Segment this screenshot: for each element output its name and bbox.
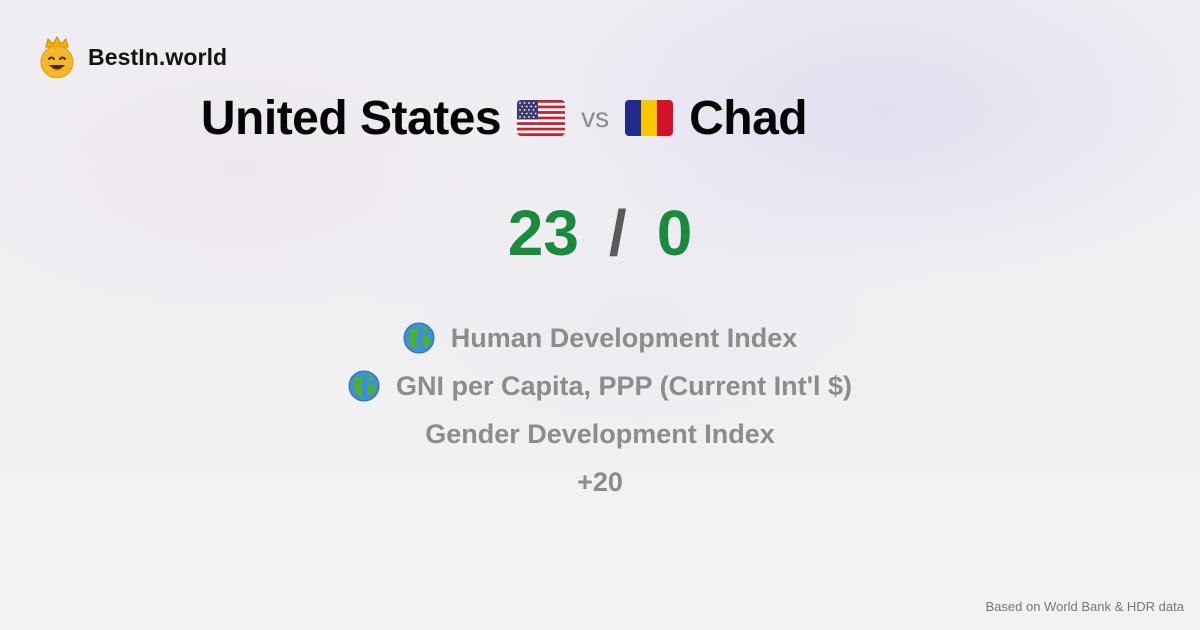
- globe-icon: [348, 370, 380, 402]
- metric-label: Human Development Index: [450, 322, 798, 353]
- vs-label: vs: [581, 102, 610, 133]
- metric-label: Gender Development Index: [425, 418, 775, 449]
- brand-name: BestIn.world: [88, 43, 228, 70]
- metrics-list: Human Development Index GNI per Capita, …: [0, 314, 1200, 506]
- metric-item[interactable]: Gender Development Index: [425, 410, 775, 458]
- crowned-smiley-icon: [38, 35, 76, 79]
- us-flag-icon: [517, 100, 566, 136]
- comparison-title: United States vs: [0, 86, 1200, 150]
- data-source-note: Based on World Bank & HDR data: [985, 599, 1184, 614]
- brand[interactable]: BestIn.world: [38, 35, 228, 79]
- score: 23 / 0: [0, 196, 1200, 270]
- chad-flag-icon: [625, 100, 674, 136]
- globe-icon: [403, 322, 435, 354]
- more-metrics-count[interactable]: +20: [577, 458, 623, 506]
- country-a-name[interactable]: United States: [200, 91, 502, 145]
- metric-item[interactable]: Human Development Index: [403, 314, 798, 362]
- score-b: 0: [656, 197, 693, 269]
- score-a: 23: [507, 197, 579, 269]
- score-separator: /: [608, 197, 627, 269]
- metric-item[interactable]: GNI per Capita, PPP (Current Int'l $): [348, 362, 852, 410]
- country-b-name[interactable]: Chad: [689, 91, 808, 145]
- metric-label: +20: [577, 466, 623, 497]
- metric-label: GNI per Capita, PPP (Current Int'l $): [396, 370, 852, 401]
